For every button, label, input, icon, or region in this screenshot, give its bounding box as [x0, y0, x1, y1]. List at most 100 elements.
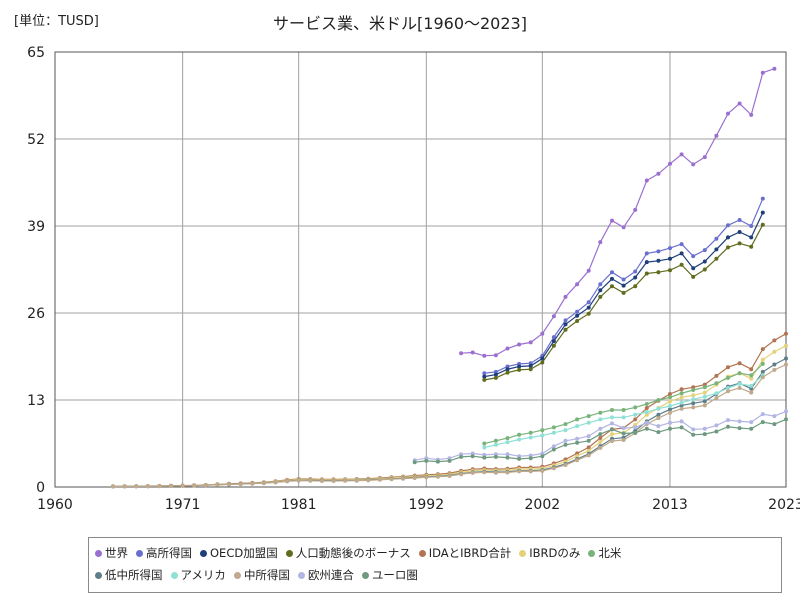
- x-tick-labels: 1960 1971 1981 1992 2002 2013 2023: [37, 497, 800, 513]
- data-point: [540, 468, 545, 473]
- x-tick-label: 2002: [525, 497, 561, 513]
- data-point: [737, 381, 742, 386]
- data-point: [551, 343, 556, 348]
- unit-label: [単位：TUSD]: [14, 14, 99, 29]
- data-point: [493, 372, 498, 377]
- series-5: [111, 331, 788, 489]
- data-point: [435, 474, 440, 479]
- data-point: [679, 400, 684, 405]
- data-point: [540, 428, 545, 433]
- y-tick-label: 13: [27, 393, 45, 409]
- data-point: [459, 472, 464, 477]
- legend-label: 世界: [105, 546, 128, 560]
- data-point: [668, 407, 672, 412]
- data-point: [551, 314, 556, 319]
- data-point: [621, 426, 626, 431]
- legend-item: ユーロ圏: [361, 567, 418, 583]
- data-point: [668, 426, 672, 431]
- legend-label: 中所得国: [243, 568, 290, 582]
- data-point: [784, 362, 788, 367]
- data-point: [633, 425, 638, 430]
- data-point: [691, 405, 696, 410]
- data-point: [656, 398, 661, 402]
- data-point: [691, 162, 696, 167]
- data-point: [505, 440, 510, 445]
- data-point: [621, 438, 626, 442]
- data-point: [575, 313, 580, 318]
- data-point: [528, 367, 533, 372]
- y-tick-labels: 0 13 26 39 52 65: [27, 45, 45, 496]
- legend-marker: [418, 549, 426, 557]
- data-point: [714, 133, 719, 138]
- data-point: [586, 414, 591, 419]
- data-point: [424, 475, 429, 480]
- legend-item: 欧州連合: [297, 567, 354, 583]
- data-point: [586, 268, 591, 273]
- data-point: [726, 223, 730, 228]
- data-point: [760, 420, 765, 425]
- legend-marker: [361, 571, 369, 579]
- x-tick-label: 1992: [408, 497, 444, 513]
- data-point: [575, 319, 580, 323]
- data-point: [760, 222, 765, 227]
- data-point: [737, 218, 742, 222]
- data-point: [737, 426, 742, 431]
- data-point: [586, 420, 591, 425]
- data-point: [621, 290, 626, 295]
- data-point: [610, 276, 614, 281]
- data-point: [772, 367, 777, 372]
- data-point: [784, 343, 788, 348]
- data-point: [656, 430, 661, 435]
- data-point: [401, 476, 406, 481]
- data-point: [749, 420, 754, 425]
- data-point: [610, 284, 614, 289]
- data-point: [586, 434, 591, 439]
- series-line: [112, 357, 787, 488]
- data-point: [470, 350, 475, 355]
- data-point: [598, 445, 603, 450]
- data-point: [169, 484, 173, 488]
- legend-marker: [285, 549, 293, 557]
- series-line: [112, 363, 787, 488]
- data-point: [598, 410, 603, 415]
- data-point: [551, 447, 556, 452]
- data-point: [122, 484, 127, 489]
- series-line: [112, 345, 787, 487]
- data-point: [227, 482, 231, 487]
- data-point: [308, 478, 313, 483]
- legend-marker: [136, 549, 143, 557]
- data-point: [505, 370, 510, 375]
- legend-marker: [297, 571, 305, 579]
- data-point: [412, 460, 417, 465]
- data-point: [749, 112, 754, 117]
- legend-label: IDAとIBRD合計: [428, 546, 512, 560]
- data-point: [586, 305, 591, 310]
- data-point: [366, 478, 371, 483]
- data-point: [679, 391, 684, 396]
- data-point: [354, 478, 359, 483]
- data-point: [644, 260, 649, 265]
- data-point: [111, 484, 115, 489]
- series-line: [113, 333, 787, 487]
- x-tick-label: 1960: [37, 497, 73, 513]
- data-point: [679, 251, 684, 256]
- data-point: [633, 275, 638, 280]
- data-point: [679, 152, 684, 157]
- data-point: [760, 361, 765, 366]
- data-point: [598, 440, 603, 444]
- data-point: [760, 357, 765, 362]
- data-point: [772, 414, 777, 419]
- data-point: [528, 363, 533, 368]
- data-point: [656, 171, 661, 176]
- data-point: [551, 466, 556, 471]
- data-point: [760, 347, 765, 352]
- data-point: [668, 395, 672, 400]
- legend-marker: [233, 571, 241, 579]
- data-point: [621, 408, 626, 412]
- y-tick-label: 39: [27, 219, 45, 235]
- data-point: [772, 349, 777, 354]
- data-point: [656, 406, 661, 411]
- series-12: [412, 417, 788, 465]
- data-point: [760, 196, 765, 201]
